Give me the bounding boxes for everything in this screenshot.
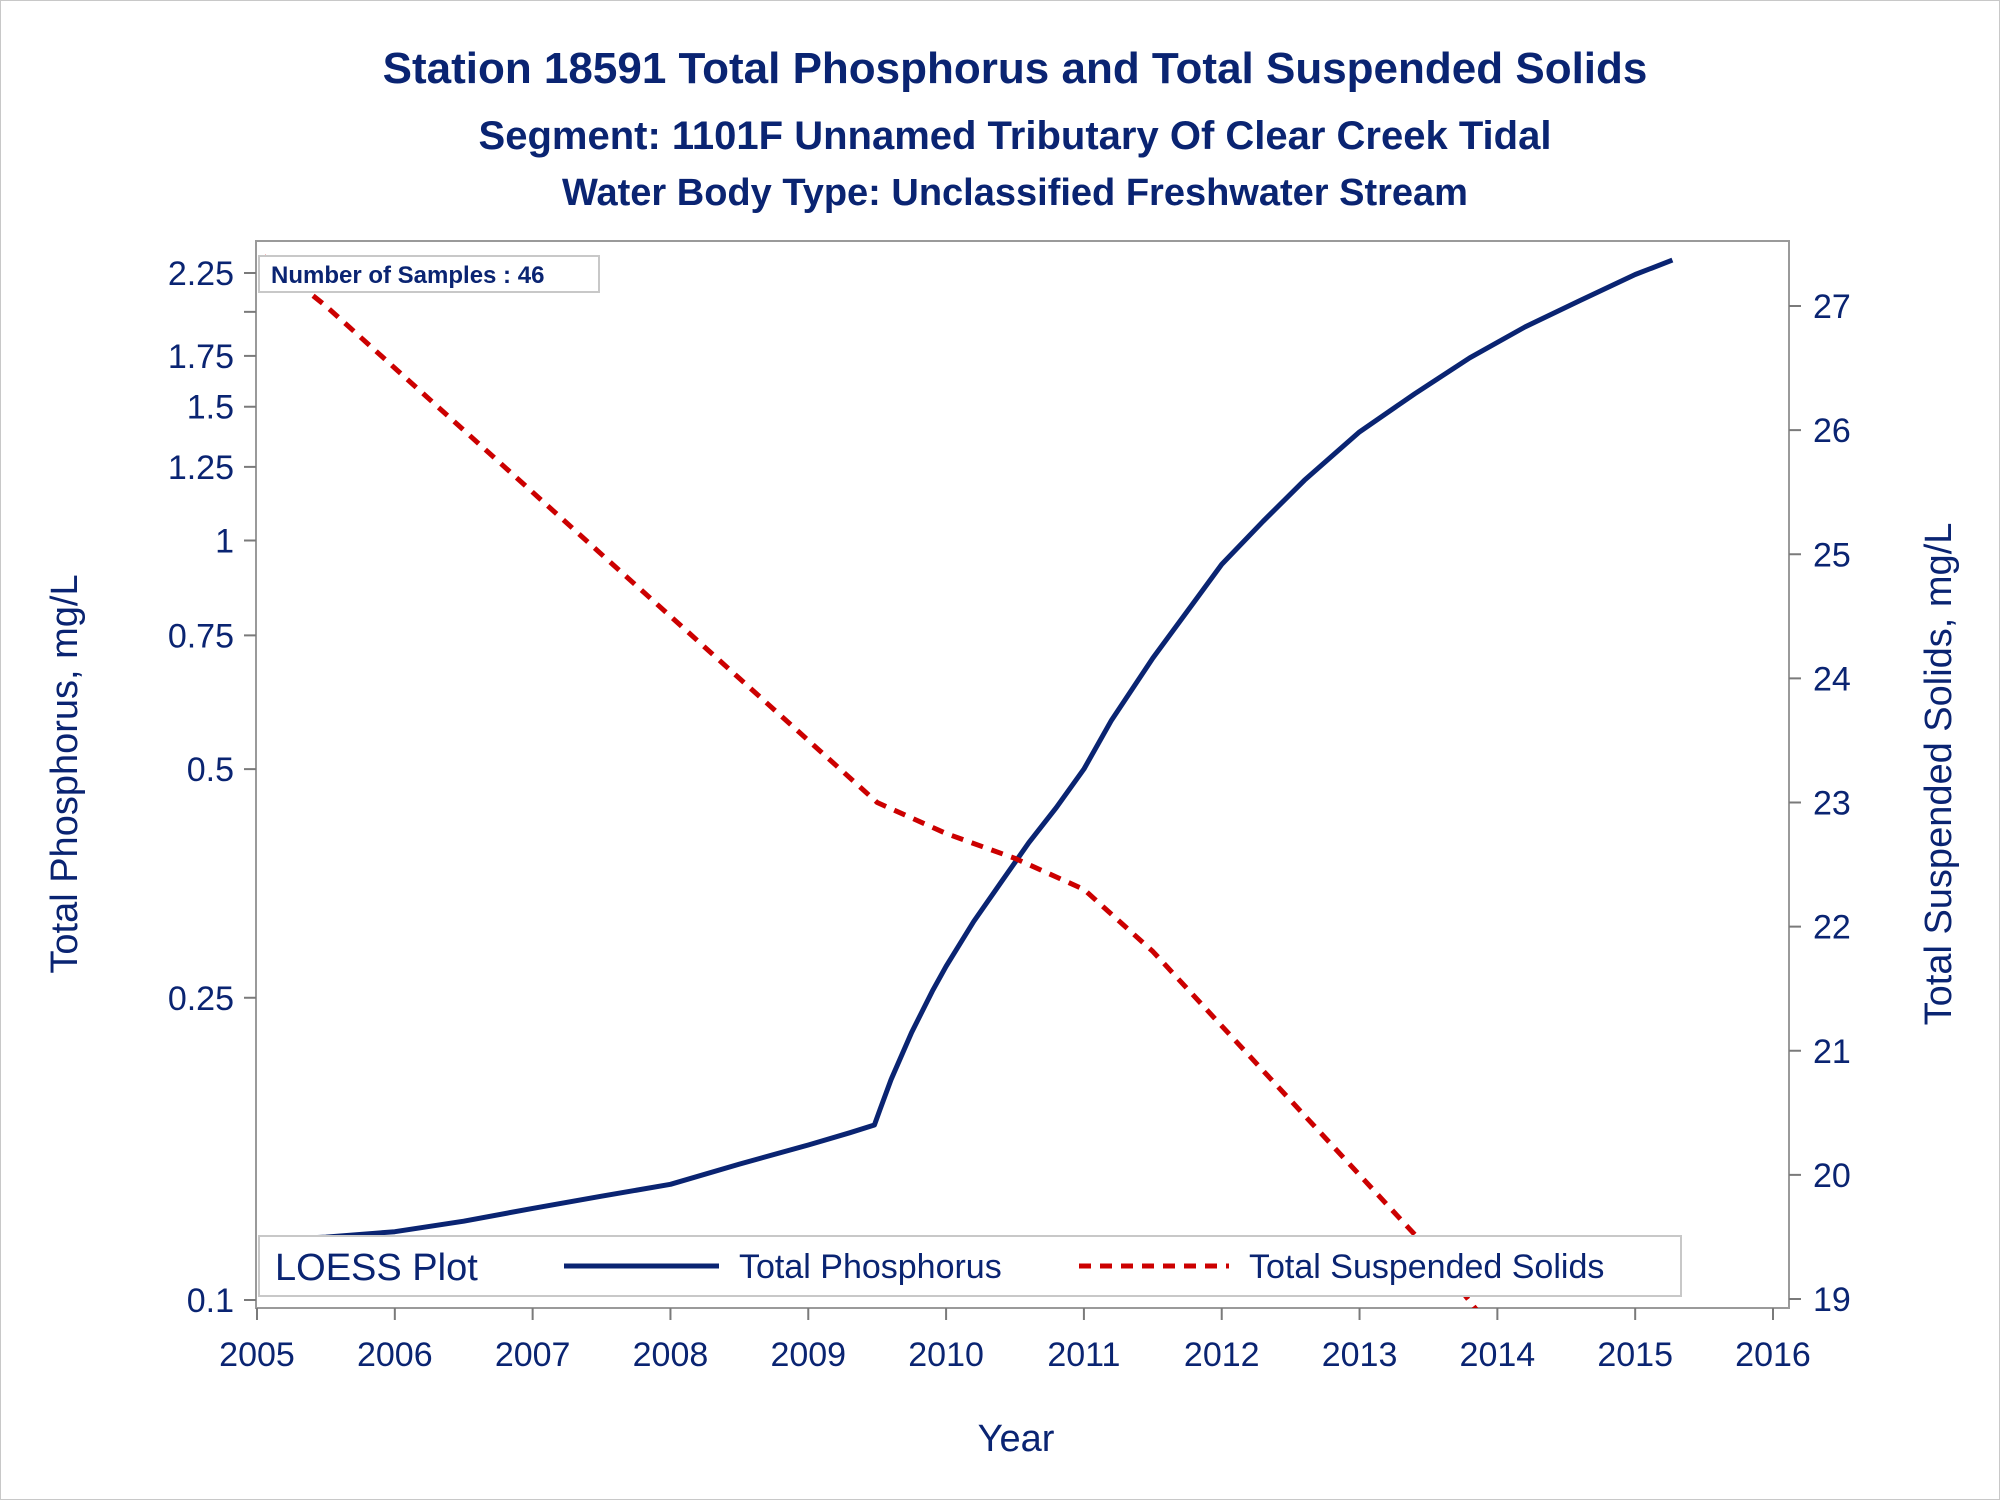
legend-label-total-phosphorus: Total Phosphorus [739, 1248, 1002, 1286]
y-left-tick-label: 1.5 [187, 389, 234, 427]
y-axis-right: 19 20 21 22 23 24 25 26 27 [1789, 288, 1851, 1319]
series-line-total-suspended-solids [262, 254, 1479, 1308]
series-layer [262, 254, 1674, 1308]
y-left-tick-label: 1.75 [168, 338, 234, 376]
x-tick-label: 2005 [219, 1336, 295, 1374]
y-axis-right-label: Total Suspended Solids, mg/L [1918, 523, 1960, 1026]
y-right-tick-label: 27 [1813, 288, 1851, 326]
x-tick-label: 2012 [1184, 1336, 1260, 1374]
y-axis-left-label: Total Phosphorus, mg/L [44, 574, 86, 973]
legend: LOESS Plot Total Phosphorus Total Suspen… [258, 1235, 1682, 1297]
x-axis-label: Year [978, 1418, 1055, 1460]
sample-count-box: Number of Samples : 46 [258, 255, 600, 293]
y-left-tick-label: 0.25 [168, 980, 234, 1018]
y-right-tick-label: 24 [1813, 660, 1851, 698]
y-right-tick-label: 23 [1813, 785, 1851, 823]
y-left-tick-label: 0.75 [168, 617, 234, 655]
x-tick-label: 2014 [1460, 1336, 1536, 1374]
plot-area [255, 240, 1790, 1309]
chart-title: Station 18591 Total Phosphorus and Total… [383, 44, 1648, 93]
y-right-tick-label: 19 [1813, 1281, 1851, 1319]
x-tick-label: 2016 [1735, 1336, 1811, 1374]
chart-subtitle-2: Water Body Type: Unclassified Freshwater… [562, 172, 1468, 214]
y-axis-left: 0.1 0.25 0.5 0.75 1 1.25 1.5 1.75 2.25 [168, 255, 256, 1320]
x-tick-label: 2013 [1322, 1336, 1398, 1374]
legend-label-total-suspended-solids: Total Suspended Solids [1249, 1248, 1604, 1286]
y-right-tick-label: 20 [1813, 1157, 1851, 1195]
series-line-total-phosphorus [263, 257, 1674, 1243]
x-tick-label: 2011 [1047, 1336, 1120, 1374]
x-tick-label: 2006 [357, 1336, 433, 1374]
x-tick-label: 2008 [633, 1336, 709, 1374]
y-left-tick-label: 0.5 [187, 751, 234, 789]
y-right-tick-label: 21 [1813, 1033, 1851, 1071]
x-tick-label: 2007 [495, 1336, 571, 1374]
x-tick-label: 2015 [1597, 1336, 1673, 1374]
y-left-tick-label: 0.1 [187, 1282, 234, 1320]
sample-count-text: Number of Samples : 46 [271, 262, 544, 289]
x-tick-label: 2009 [770, 1336, 846, 1374]
legend-title: LOESS Plot [275, 1247, 478, 1289]
y-right-tick-label: 26 [1813, 412, 1851, 450]
legend-box [258, 1235, 1682, 1297]
y-right-tick-label: 25 [1813, 536, 1851, 574]
chart-subtitle: Segment: 1101F Unnamed Tributary Of Clea… [479, 114, 1552, 158]
y-left-tick-label: 1 [215, 522, 234, 560]
x-axis: 2005 2006 2007 2008 2009 2010 2011 2012 2013 2014… [219, 1308, 1811, 1374]
y-left-tick-label: 1.25 [168, 449, 234, 487]
y-right-tick-label: 22 [1813, 909, 1851, 947]
y-left-tick-label: 2.25 [168, 255, 234, 293]
x-tick-label: 2010 [908, 1336, 984, 1374]
